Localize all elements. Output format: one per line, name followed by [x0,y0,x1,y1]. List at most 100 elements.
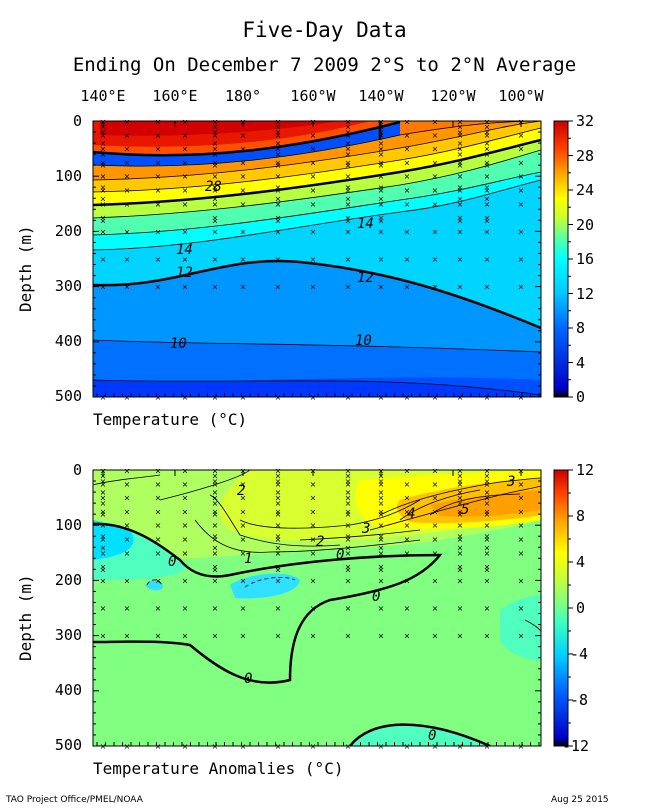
sample-mark: × [345,549,352,558]
anom-clabel-0-east: 0 [372,589,380,605]
sample-mark: × [378,549,385,558]
cbar-top-12: 12 [576,285,595,303]
colorbar-bottom-ticks [568,469,573,747]
sample-mark: × [345,507,352,516]
sample-mark: × [432,521,439,530]
sample-mark: × [100,507,107,516]
sample-mark: × [100,145,107,154]
sample-mark: × [100,150,107,159]
sample-mark: × [212,150,219,159]
sample-mark: × [518,632,525,641]
sample-mark: × [182,200,189,209]
sample-mark: × [310,283,317,292]
sample-mark: × [100,227,107,236]
sample-mark: × [378,227,385,236]
colorbar-bottom [553,469,569,747]
sample-mark: × [378,576,385,585]
sample-mark: × [345,494,352,503]
lon-label-3: 160°W [290,87,336,105]
sample-mark: × [345,477,352,486]
sample-mark: × [124,549,131,558]
depth-tick-top-300: 300 [54,277,82,295]
sample-mark: × [310,742,317,751]
cbar-bot-m8: -8 [570,691,589,709]
cbar-top-4: 4 [576,354,586,372]
sample-mark: × [378,255,385,264]
sample-mark: × [378,604,385,613]
sample-mark: × [124,227,131,236]
sample-mark: × [457,194,464,203]
sample-mark: × [182,467,189,476]
warm-pool-30 [100,121,340,136]
sample-mark: × [240,535,247,544]
sample-mark: × [457,494,464,503]
chart-title: Five-Day Data [242,18,407,42]
sample-mark: × [457,145,464,154]
sample-mark: × [124,131,131,140]
sample-mark: × [100,393,107,402]
sample-mark: × [275,499,282,508]
sample-mark: × [345,565,352,574]
sample-mark: × [345,543,352,552]
sample-mark: × [100,472,107,481]
sample-mark: × [378,543,385,552]
sample-mark: × [212,186,219,195]
sample-mark: × [275,393,282,402]
sample-mark: × [124,742,131,751]
sample-mark: × [378,510,385,519]
sample-mark: × [100,477,107,486]
sample-mark: × [100,543,107,552]
sample-mark: × [457,186,464,195]
sample-mark: × [378,507,385,516]
sample-mark: × [404,158,411,167]
sample-mark: × [484,488,491,497]
sample-mark: × [345,535,352,544]
sample-mark: × [182,604,189,613]
sample-mark: × [457,123,464,132]
sample-mark: × [432,131,439,140]
sample-mark: × [100,128,107,137]
depth-tick-top-0: 0 [72,112,82,130]
sample-mark: × [275,186,282,195]
sample-mark: × [404,467,411,476]
sample-mark: × [212,494,219,503]
anom-clabel-3: 3 [361,521,370,537]
sample-mark: × [484,480,491,489]
sample-mark: × [345,150,352,159]
sample-mark: × [484,150,491,159]
sample-mark: × [124,255,131,264]
anomaly-field [93,470,541,746]
sample-mark: × [182,131,189,140]
sample-mark: × [275,576,282,585]
sample-mark: × [212,161,219,170]
footer-date: Aug 25 2015 [551,795,609,805]
sample-mark: × [310,255,317,264]
sample-mark: × [345,510,352,519]
sample-mark: × [378,216,385,225]
colorbar-top [553,120,569,398]
sample-mark: × [212,499,219,508]
sample-mark: × [484,131,491,140]
band-16-18 [93,150,541,235]
band-anom-5 [430,490,541,517]
sample-mark: × [310,227,317,236]
chart-subtitle: Ending On December 7 2009 2°S to 2°N Ave… [72,54,577,76]
sample-mark: × [100,131,107,140]
sample-mark: × [432,145,439,154]
sample-mark: × [275,604,282,613]
sample-mark: × [182,145,189,154]
sample-mark: × [345,563,352,572]
sample-mark: × [310,507,317,516]
sample-mark: × [155,467,162,476]
sample-mark: × [518,255,525,264]
sample-mark: × [240,186,247,195]
sample-mark: × [404,393,411,402]
sample-mark: × [212,604,219,613]
sample-mark: × [432,742,439,751]
sample-mark: × [484,467,491,476]
sample-mark: × [100,604,107,613]
sample-mark: × [240,158,247,167]
sample-mark: × [484,535,491,544]
sample-mark: × [275,532,282,541]
sample-mark: × [518,131,525,140]
